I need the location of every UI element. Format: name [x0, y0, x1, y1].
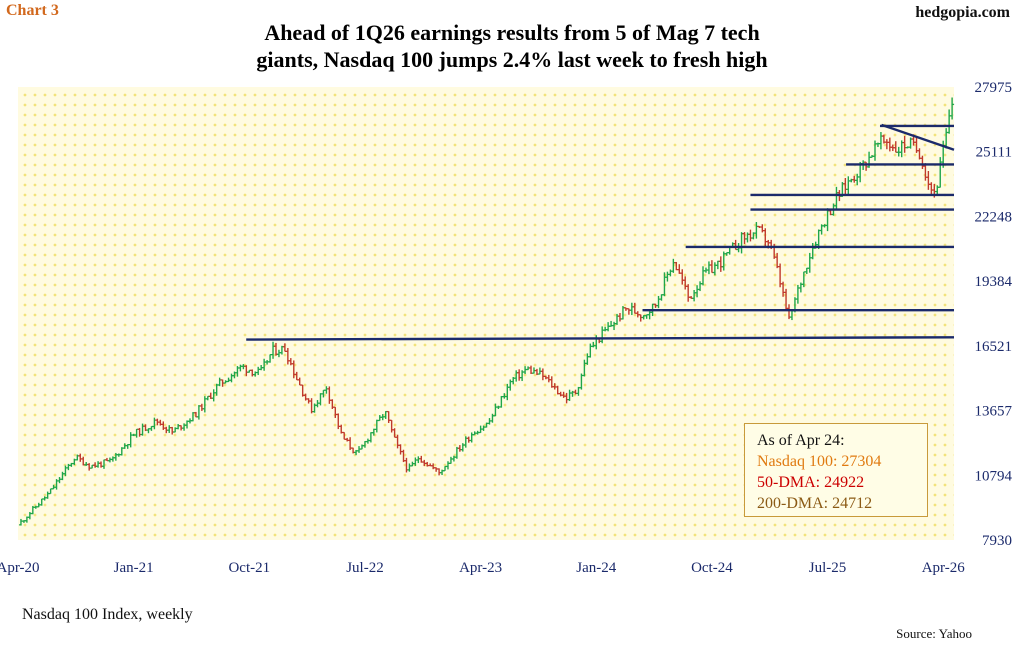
legend-box: As of Apr 24: Nasdaq 100: 27304 50-DMA: …: [744, 423, 928, 517]
x-tick-label: Apr-26: [922, 560, 966, 576]
chart-title-line-1: Ahead of 1Q26 earnings results from 5 of…: [264, 20, 760, 45]
series-subtitle: Nasdaq 100 Index, weekly: [22, 606, 193, 623]
x-tick-label: Oct-21: [228, 560, 270, 576]
y-tick-label: 10794: [975, 468, 1013, 484]
legend-nasdaq-100: Nasdaq 100: 27304: [757, 453, 882, 470]
y-tick-label: 7930: [982, 533, 1012, 549]
x-tick-label: Jan-24: [576, 560, 616, 576]
chart-title-line-2: giants, Nasdaq 100 jumps 2.4% last week …: [256, 47, 768, 72]
legend-as-of: As of Apr 24:: [757, 432, 845, 449]
y-tick-label: 19384: [975, 274, 1013, 290]
y-tick-label: 22248: [975, 209, 1013, 225]
y-tick-label: 27975: [975, 80, 1013, 96]
x-tick-label: Jul-22: [346, 560, 384, 576]
ohlc-bar: [950, 97, 955, 120]
ohlc-bars: [18, 97, 955, 526]
brand-watermark: hedgopia.com: [915, 4, 1010, 21]
resistance-2021-high-line: [246, 336, 955, 341]
falling-trendline-line: [881, 123, 955, 151]
source-note: Source: Yahoo: [896, 626, 972, 641]
x-axis: Apr-20 Jan-21 Oct-21 Jul-22 Apr-23 Jan-24 Oct-…: [0, 560, 965, 576]
legend-50-dma: 50-DMA: 24922: [757, 474, 865, 491]
y-axis: 7930 10794 13657 16521 19384 22248 25111 27975: [975, 80, 1013, 549]
chart-label: Chart 3: [6, 2, 59, 19]
y-tick-label: 25111: [976, 145, 1012, 161]
x-tick-label: Jan-21: [114, 560, 154, 576]
y-tick-label: 13657: [975, 404, 1013, 420]
x-tick-label: Apr-20: [0, 560, 40, 576]
y-tick-label: 16521: [975, 339, 1013, 355]
reference-lines: [246, 123, 955, 341]
x-tick-label: Oct-24: [691, 560, 733, 576]
x-tick-label: Jul-25: [809, 560, 847, 576]
legend-200-dma: 200-DMA: 24712: [757, 495, 873, 512]
x-tick-label: Apr-23: [459, 560, 502, 576]
